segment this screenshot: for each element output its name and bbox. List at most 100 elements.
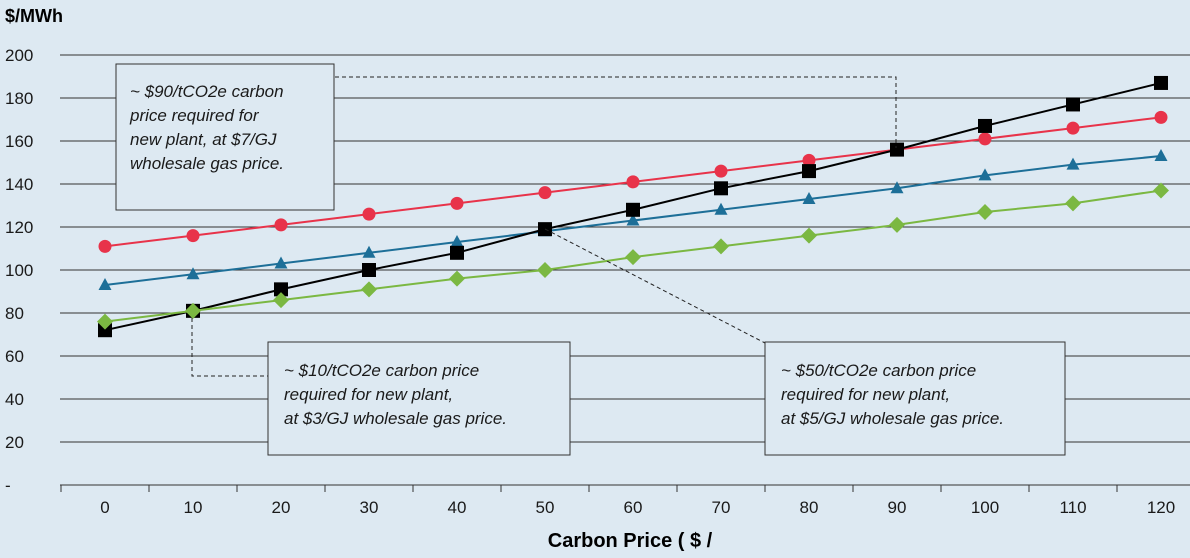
- data-point: [362, 245, 376, 258]
- annotation-text: required for new plant,: [781, 385, 950, 404]
- data-point: [362, 263, 376, 277]
- x-tick-label: 20: [272, 498, 291, 517]
- x-tick-label: 110: [1059, 498, 1086, 517]
- data-point: [977, 203, 993, 220]
- annotation-text: wholesale gas price.: [130, 154, 284, 173]
- data-point: [714, 202, 728, 215]
- annotation-text: price required for: [129, 106, 260, 125]
- data-point: [274, 218, 288, 232]
- data-point: [1066, 157, 1080, 170]
- y-tick-label: 60: [5, 347, 24, 366]
- data-point: [186, 267, 200, 280]
- annotation-a50: ~ $50/tCO2e carbon price required for new…: [764, 341, 1066, 456]
- data-point: [802, 164, 816, 179]
- data-point: [450, 196, 464, 210]
- data-point: [1153, 182, 1169, 199]
- data-point: [1066, 121, 1080, 135]
- y-tick-label: -: [5, 476, 11, 495]
- annotation-box: [764, 341, 1066, 456]
- leader-line-50: [544, 228, 766, 344]
- y-tick-label: 20: [5, 433, 24, 452]
- annotation-a90: ~ $90/tCO2e carbon price required for new …: [115, 63, 335, 211]
- data-point: [361, 281, 377, 298]
- y-tick-label: 80: [5, 304, 24, 323]
- data-point: [1154, 75, 1168, 90]
- data-point: [626, 175, 640, 189]
- data-point: [890, 181, 904, 194]
- annotation-text: ~ $50/tCO2e carbon price: [781, 361, 976, 380]
- x-tick-label: 80: [800, 498, 819, 517]
- y-tick-label: 200: [5, 46, 33, 65]
- data-point: [98, 323, 112, 338]
- y-tick-label: 160: [5, 132, 33, 151]
- data-point: [450, 245, 464, 260]
- data-point: [714, 164, 728, 178]
- annotations: ~ $90/tCO2e carbon price required for new …: [115, 63, 1066, 456]
- x-tick-label: 0: [100, 498, 109, 517]
- data-point: [889, 216, 905, 233]
- data-point: [274, 282, 288, 297]
- gridlines: [60, 54, 1190, 486]
- data-point: [626, 202, 640, 217]
- annotation-text: new plant, at $7/GJ: [130, 130, 277, 149]
- data-point: [801, 227, 817, 244]
- x-tick-label: 70: [712, 498, 731, 517]
- y-tick-label: 100: [5, 261, 33, 280]
- x-tick-label: 40: [448, 498, 467, 517]
- y-tick-label: 140: [5, 175, 33, 194]
- data-point: [450, 235, 464, 248]
- data-point: [538, 186, 552, 200]
- x-tick-label: 100: [971, 498, 999, 517]
- data-point: [1154, 110, 1168, 124]
- data-point: [890, 142, 904, 157]
- annotation-text: at $3/GJ wholesale gas price.: [284, 409, 507, 428]
- annotation-text: required for new plant,: [284, 385, 453, 404]
- data-point: [978, 132, 992, 146]
- series-group: [97, 75, 1169, 338]
- leader-line-90: [335, 76, 897, 148]
- y-tick-labels: - 20 40 60 80 100 120 140 160 180 200: [5, 46, 33, 495]
- data-point: [449, 270, 465, 287]
- data-point: [1066, 97, 1080, 112]
- data-point: [274, 256, 288, 269]
- data-point: [714, 181, 728, 196]
- x-tick-label: 120: [1147, 498, 1175, 517]
- data-point: [626, 213, 640, 226]
- annotation-a10: ~ $10/tCO2e carbon price required for new…: [267, 341, 571, 456]
- data-point: [362, 207, 376, 221]
- x-tick-label: 30: [360, 498, 379, 517]
- x-tick-label: 60: [624, 498, 643, 517]
- x-tick-label: 50: [536, 498, 555, 517]
- data-point: [98, 278, 112, 291]
- leader-line-10: [191, 318, 268, 377]
- series-diamond: [97, 182, 1169, 330]
- data-point: [1065, 195, 1081, 212]
- data-point: [802, 153, 816, 167]
- data-point: [802, 192, 816, 205]
- data-point: [185, 302, 201, 319]
- x-axis-label: Carbon Price ( $ /: [548, 530, 713, 552]
- annotation-text: ~ $10/tCO2e carbon price: [284, 361, 479, 380]
- data-point: [97, 313, 113, 330]
- annotation-box: [267, 341, 571, 456]
- data-point: [978, 118, 992, 133]
- data-point: [537, 262, 553, 278]
- x-tick-label: 90: [888, 498, 907, 517]
- data-point: [713, 238, 729, 255]
- data-point: [273, 292, 289, 309]
- y-tick-label: 120: [5, 218, 33, 237]
- data-point: [186, 229, 200, 243]
- x-axis: 0 10 20 30 40 50 60 70 80 90 100 110 120: [60, 485, 1175, 517]
- data-point: [1154, 149, 1168, 162]
- data-point: [98, 239, 112, 253]
- x-tick-label: 10: [184, 498, 203, 517]
- data-point: [978, 168, 992, 181]
- series-triangle: [98, 149, 1168, 291]
- y-tick-label: 180: [5, 89, 33, 108]
- annotation-text: ~ $90/tCO2e carbon: [130, 82, 284, 101]
- y-tick-label: 40: [5, 390, 24, 409]
- data-point: [625, 249, 641, 266]
- annotation-box: [115, 63, 335, 211]
- annotation-text: at $5/GJ wholesale gas price.: [781, 409, 1004, 428]
